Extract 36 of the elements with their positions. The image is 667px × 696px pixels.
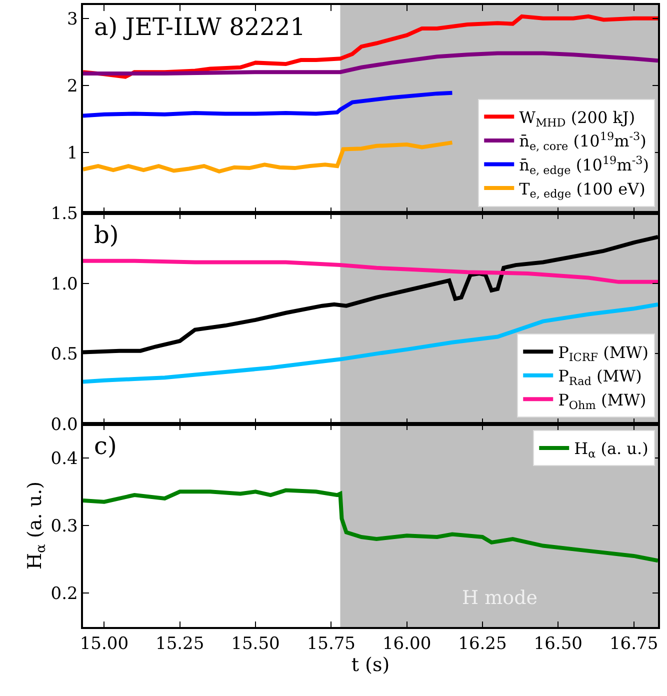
- y-tick-label: 0.2: [50, 584, 78, 604]
- legend-label: W$_{MHD}$ (200 kJ): [519, 108, 636, 130]
- x-tick-label: 15.25: [156, 634, 204, 654]
- line-series: [83, 90, 454, 118]
- line-series: [83, 140, 454, 174]
- legend-label: P$_{ICRF}$ (MW): [558, 342, 648, 364]
- legend-label: P$_{Rad}$ (MW): [558, 366, 642, 388]
- x-tick-label: 16.75: [609, 634, 658, 654]
- line-series: [83, 302, 658, 384]
- chart-title: c): [94, 432, 117, 460]
- x-tick-label: 16.50: [534, 634, 582, 654]
- x-tick-label: 15.00: [80, 634, 129, 654]
- line-series: [83, 258, 658, 284]
- x-tick-label: 16.00: [382, 634, 432, 654]
- legend-label: P$_{Ohm}$ (MW): [558, 390, 646, 412]
- y-tick-label: 0.4: [50, 448, 78, 469]
- y-tick-label: 2: [67, 76, 78, 96]
- y-tick-label: 0.3: [50, 516, 78, 536]
- legend-label: n̄$_{e, edge}$ (10$^{19}$m$^{-3}$): [519, 154, 650, 177]
- x-tick-label: 15.50: [231, 634, 280, 654]
- legend-label: n̄$_{e, core}$ (10$^{19}$m$^{-3}$): [519, 130, 646, 154]
- y-tick-label: 1.5: [50, 204, 78, 224]
- x-axis-title: t (s): [351, 654, 390, 676]
- legend-label: T$_{e, edge}$ (100 eV): [519, 179, 646, 201]
- y-tick-label: 3: [67, 9, 78, 30]
- chart-title: b): [94, 221, 119, 249]
- x-tick-label: 16.25: [458, 634, 507, 654]
- line-series: [83, 51, 658, 76]
- y-tick-label: 0.5: [50, 344, 78, 365]
- line-series: [83, 488, 658, 563]
- chart-title: a) JET-ILW 82221: [94, 13, 306, 41]
- y-tick-label: 1: [67, 144, 78, 164]
- legend-label: H$_{α}$ (a. u.): [574, 439, 648, 461]
- y-tick-label: 0.0: [50, 414, 78, 435]
- y-tick-label: 1.0: [50, 274, 78, 294]
- x-tick-label: 15.75: [306, 634, 356, 654]
